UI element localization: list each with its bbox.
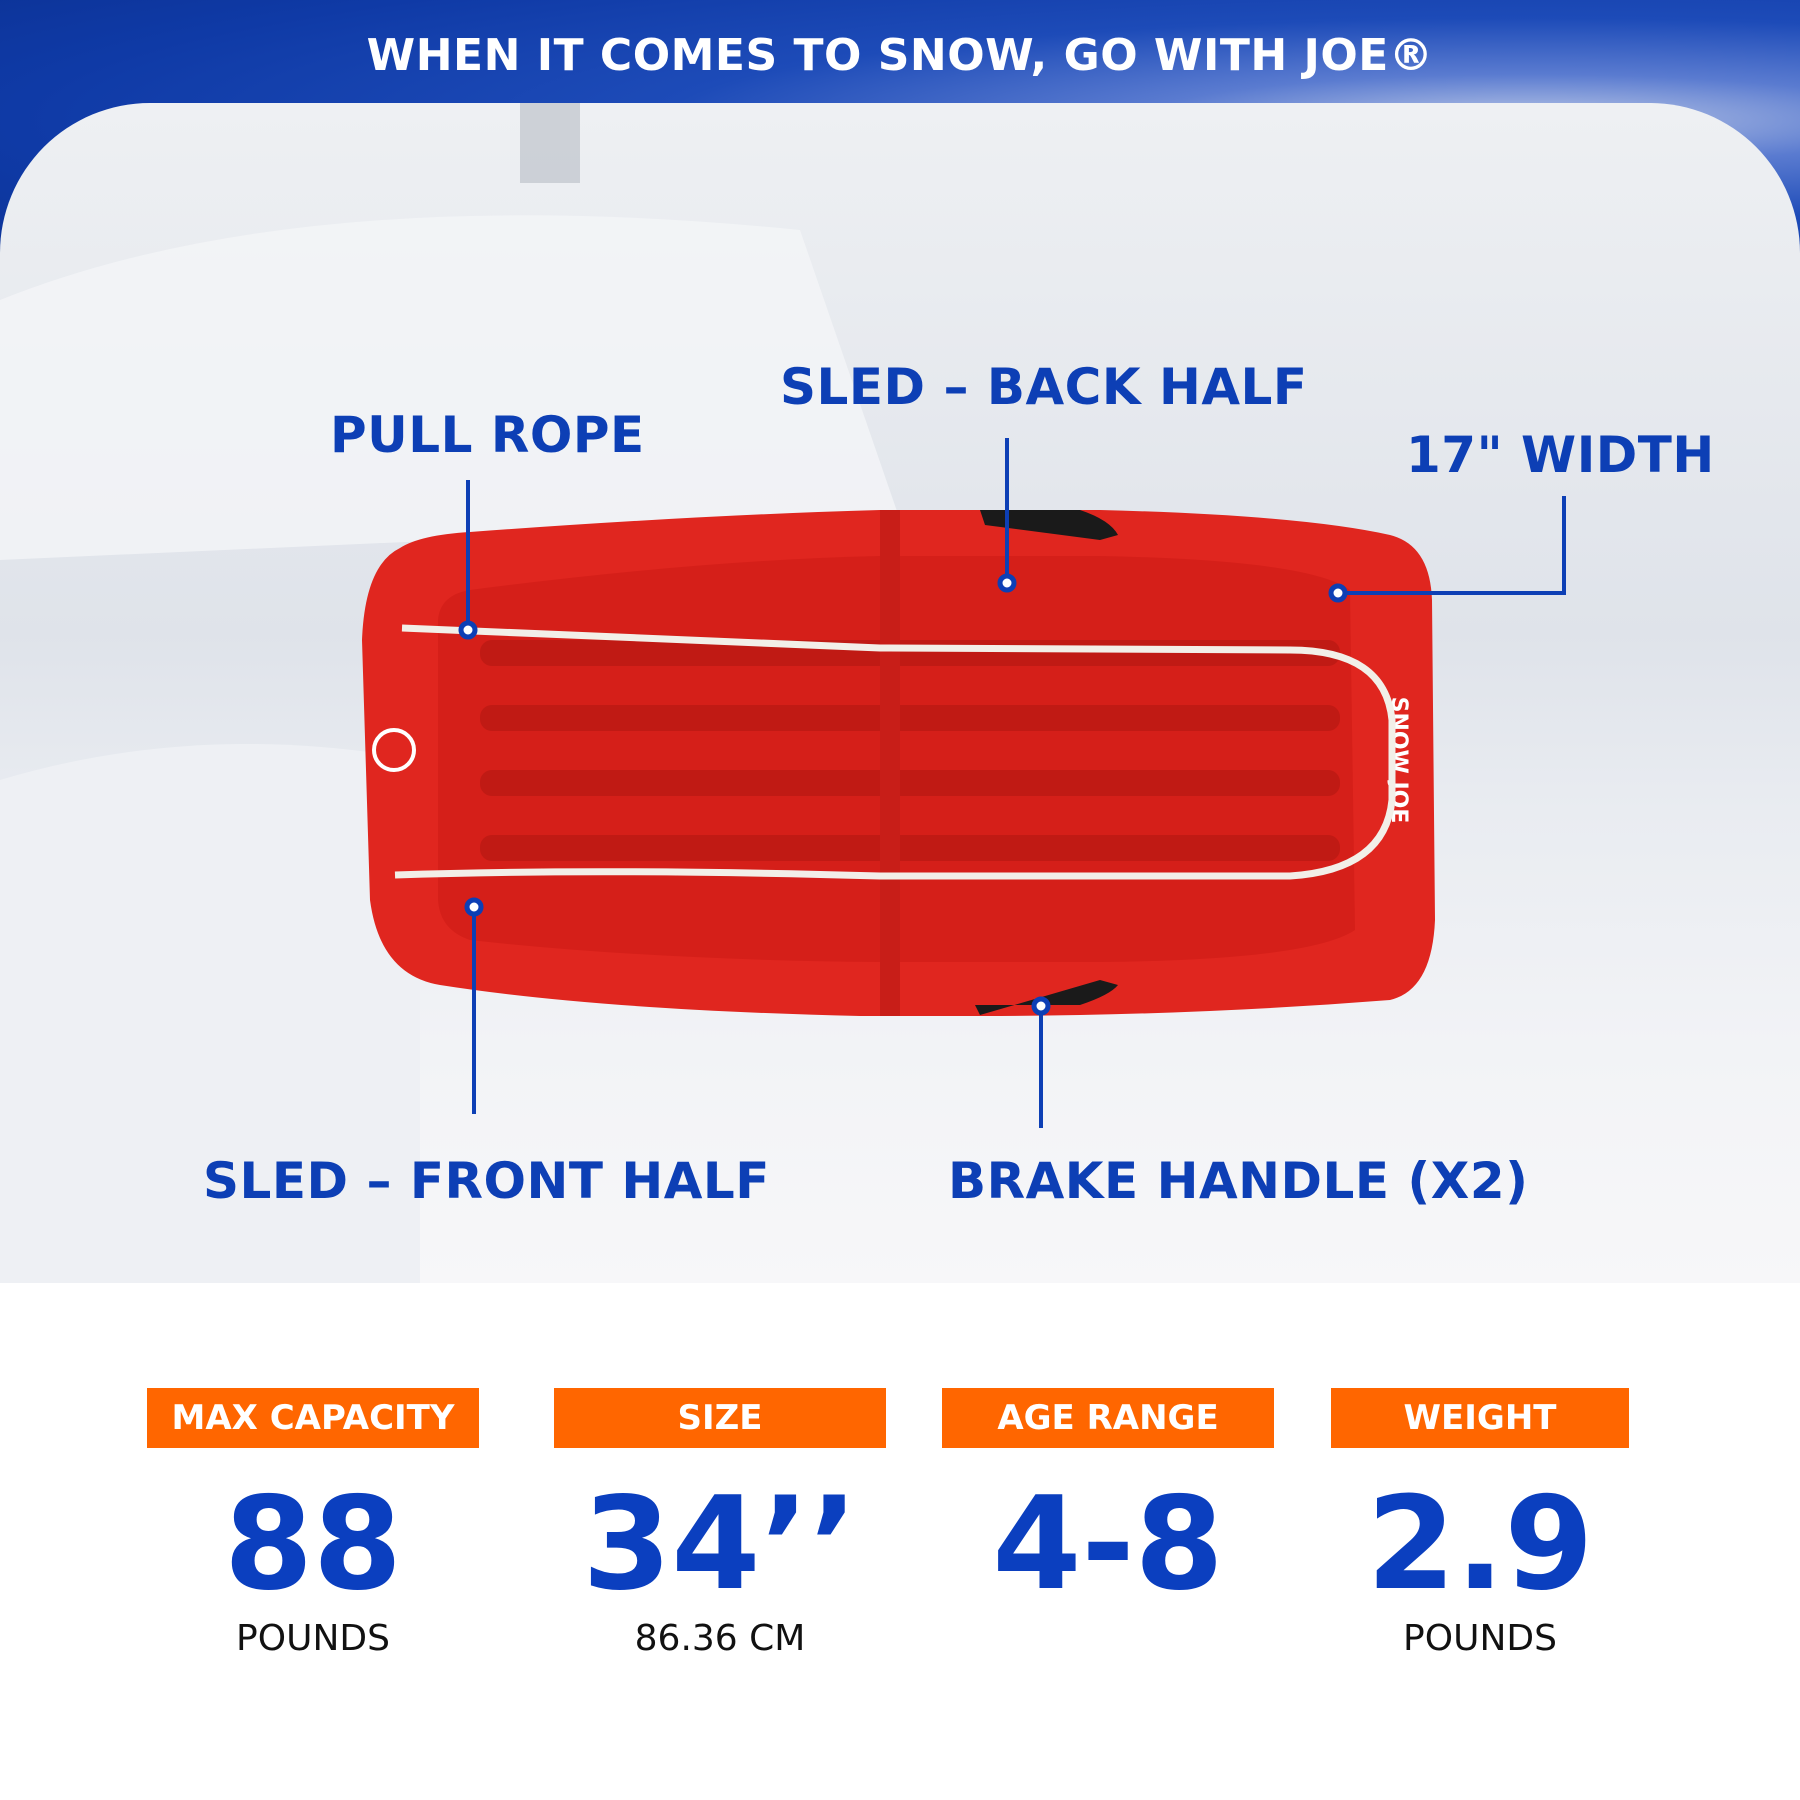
brake-handle-bottom — [975, 980, 1118, 1015]
callout-width: 17" WIDTH — [1406, 426, 1715, 484]
product-photo: SNOW JOE — [0, 103, 1800, 1283]
callout-lines — [466, 438, 1566, 1128]
stat-label: AGE RANGE — [942, 1388, 1274, 1448]
pull-rope — [394, 624, 1396, 880]
callout-back-half: SLED – BACK HALF — [780, 358, 1308, 416]
stat-label: MAX CAPACITY — [147, 1388, 479, 1448]
sled-runners — [480, 640, 1340, 861]
stat-value: 4-8 — [992, 1470, 1224, 1619]
stat-unit: POUNDS — [236, 1618, 390, 1659]
stat-label: WEIGHT — [1331, 1388, 1629, 1448]
sled-seam — [880, 510, 900, 1016]
callout-pull-rope: PULL ROPE — [330, 406, 645, 464]
stat-label: SIZE — [554, 1388, 886, 1448]
stat-unit: POUNDS — [1403, 1618, 1557, 1659]
stat-weight: WEIGHT 2.9 POUNDS — [1331, 1388, 1629, 1659]
stat-size: SIZE 34’’ 86.36 CM — [554, 1388, 886, 1659]
stat-value: 88 — [223, 1470, 403, 1619]
tagline: WHEN IT COMES TO SNOW, GO WITH JOE® — [366, 30, 1434, 81]
callout-dots — [458, 573, 1348, 1016]
stat-unit: 86.36 CM — [634, 1618, 806, 1659]
brand-logo-icon — [372, 728, 416, 772]
stat-max-capacity: MAX CAPACITY 88 POUNDS — [147, 1388, 479, 1659]
stat-value: 34’’ — [582, 1470, 858, 1619]
sled-illustration: SNOW JOE — [0, 103, 1566, 1283]
snow-bank — [0, 215, 900, 560]
brake-handle-top — [980, 510, 1118, 540]
stat-value: 2.9 — [1366, 1470, 1594, 1619]
callout-brake-handle: BRAKE HANDLE (X2) — [948, 1152, 1529, 1210]
callout-front-half: SLED – FRONT HALF — [203, 1152, 770, 1210]
post — [520, 103, 580, 183]
stat-age-range: AGE RANGE 4-8 — [942, 1388, 1274, 1618]
snow-bank — [0, 744, 420, 1283]
